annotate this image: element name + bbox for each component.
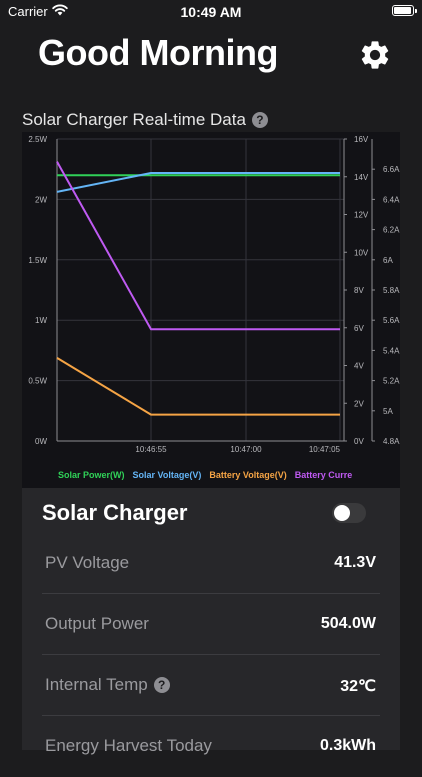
clock-time: 10:49 AM xyxy=(180,4,242,20)
metric-row: PV Voltage 41.3V xyxy=(22,533,400,594)
metric-value: 32℃ xyxy=(340,678,376,695)
voltage-axis-tick-label: 4V xyxy=(354,362,364,371)
chart-background xyxy=(22,132,400,488)
voltage-axis-tick-label: 8V xyxy=(354,286,364,295)
metric-row: Output Power 504.0W xyxy=(22,594,400,655)
legend-entry: Solar Voltage(V) xyxy=(132,470,202,480)
metric-label: PV Voltage xyxy=(45,553,129,573)
left-axis-tick-label: 2.5W xyxy=(28,135,47,144)
metric-value: 41.3V xyxy=(334,554,376,571)
metric-label-text: Internal Temp xyxy=(45,675,148,694)
voltage-axis-tick-label: 0V xyxy=(354,437,364,446)
metric-label-text: Energy Harvest Today xyxy=(45,736,212,755)
voltage-axis-tick-label: 2V xyxy=(354,399,364,408)
left-axis-tick-label: 2W xyxy=(35,195,47,204)
metric-value: 0.3kWh xyxy=(319,737,376,754)
chart-legend: Solar Power(W) Solar Voltage(V) Battery Vo… xyxy=(58,470,364,486)
x-axis-tick-label: 10:47:00 xyxy=(230,445,262,454)
wifi-icon xyxy=(52,4,68,16)
row-divider xyxy=(42,654,380,655)
current-axis-tick-label: 5.4A xyxy=(383,346,400,355)
left-axis-tick-label: 1W xyxy=(35,316,47,325)
current-axis-tick-label: 6A xyxy=(383,256,393,265)
voltage-axis-tick-label: 16V xyxy=(354,135,369,144)
series-line xyxy=(56,161,340,331)
row-divider xyxy=(42,593,380,594)
metric-row: Energy Harvest Today 0.3kWh xyxy=(22,716,400,777)
metric-label: Output Power xyxy=(45,614,149,634)
question-mark-icon[interactable]: ? xyxy=(153,677,170,693)
toggle-knob xyxy=(334,505,350,521)
left-axis-tick-label: 0W xyxy=(35,437,47,446)
current-axis-tick-label: 5.2A xyxy=(383,377,400,386)
chart-title-text: Solar Charger Real-time Data xyxy=(22,110,246,129)
solar-charger-panel: Solar Charger PV Voltage 41.3V Output Powe… xyxy=(22,488,400,755)
gear-icon[interactable] xyxy=(358,38,392,72)
voltage-axis-tick-label: 14V xyxy=(354,173,369,182)
metric-label: Energy Harvest Today xyxy=(45,736,212,756)
metric-label: Internal Temp? xyxy=(45,675,170,695)
solar-charger-toggle[interactable] xyxy=(332,503,366,523)
metric-label-text: Output Power xyxy=(45,614,149,633)
series-line xyxy=(56,357,340,416)
left-axis-tick-label: 0.5W xyxy=(28,377,47,386)
current-axis-tick-label: 5.6A xyxy=(383,316,400,325)
left-axis-tick-label: 1.5W xyxy=(28,256,47,265)
battery-icon xyxy=(392,5,417,16)
current-axis-tick-label: 6.4A xyxy=(383,195,400,204)
metric-row: Internal Temp? 32℃ xyxy=(22,655,400,716)
current-axis-tick-label: 5.8A xyxy=(383,286,400,295)
battery-level-fill xyxy=(394,7,411,14)
voltage-axis-tick-label: 12V xyxy=(354,211,369,220)
greeting-title: Good Morning xyxy=(38,32,278,73)
legend-entry: Battery Voltage(V) xyxy=(209,470,287,480)
x-axis-tick-label: 10:46:55 xyxy=(135,445,167,454)
x-axis-tick-label: 10:47:05 xyxy=(309,445,341,454)
current-axis-tick-label: 6.2A xyxy=(383,226,400,235)
legend-entry: Solar Power(W) xyxy=(58,470,125,480)
legend-entry: Battery Curre xyxy=(294,470,353,480)
voltage-axis-tick-label: 10V xyxy=(354,248,369,257)
panel-title: Solar Charger xyxy=(42,500,188,525)
metric-label-text: PV Voltage xyxy=(45,553,130,572)
current-axis-tick-label: 4.8A xyxy=(383,437,400,446)
voltage-axis-tick-label: 6V xyxy=(354,324,364,333)
series-line xyxy=(56,172,340,193)
question-mark-icon[interactable]: ? xyxy=(251,112,268,128)
chart-title: Solar Charger Real-time Data ? xyxy=(22,110,268,130)
realtime-line-chart: 0W 0.5W 1W 1.5W 2W 2.5W 0V 2V 4V 6V 8V 10V 12V 14V 16V… xyxy=(28,135,400,454)
row-divider xyxy=(42,715,380,716)
carrier-label: Carrier xyxy=(8,4,48,19)
current-axis-tick-label: 6.6A xyxy=(383,165,400,174)
metric-value: 504.0W xyxy=(320,615,376,632)
status-bar: Carrier 10:49 AM xyxy=(0,0,422,24)
current-axis-tick-label: 5A xyxy=(383,407,393,416)
